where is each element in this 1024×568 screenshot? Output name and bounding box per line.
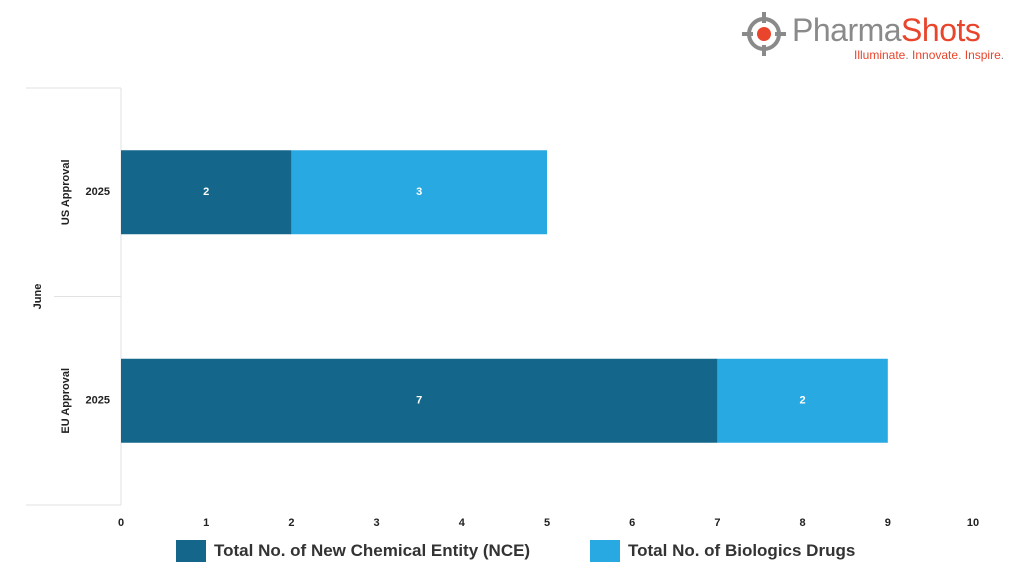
bar-nce [121, 150, 292, 235]
legend-swatch-biologics [590, 540, 620, 562]
x-tick-label: 4 [459, 517, 466, 529]
category-label: US Approval [60, 159, 72, 225]
bar-data-label: 2 [800, 395, 806, 407]
legend-label-biologics: Total No. of Biologics Drugs [628, 541, 856, 560]
logo-tagline: Illuminate. Innovate. Inspire. [854, 48, 1005, 62]
bar-data-label: 3 [416, 186, 422, 198]
legend-item-biologics: Total No. of Biologics Drugs [590, 537, 855, 565]
x-tick-label: 1 [203, 517, 209, 529]
x-tick-label: 5 [544, 517, 550, 529]
bar-data-label: 7 [416, 395, 422, 407]
bar-biologics [717, 358, 888, 443]
x-tick-label: 8 [800, 517, 806, 529]
tagline-innovate: Innovate [912, 48, 959, 62]
x-tick-label: 2 [288, 517, 294, 529]
category-label: EU Approval [60, 368, 72, 434]
bar-nce [121, 358, 718, 443]
pharmashots-logo: PharmaShots Illuminate. Innovate. Inspir… [742, 10, 1004, 66]
legend-label-nce: Total No. of New Chemical Entity (NCE) [214, 541, 531, 560]
bar-biologics [291, 150, 547, 235]
x-tick-label: 0 [118, 517, 124, 529]
logo-wordmark-part1: Pharma [792, 12, 902, 48]
x-tick-label: 9 [885, 517, 891, 529]
x-tick-label: 6 [629, 517, 635, 529]
x-tick-label: 3 [374, 517, 380, 529]
crosshair-icon [742, 12, 786, 56]
logo-wordmark-part2: Shots [901, 12, 981, 48]
group-label: June [32, 284, 44, 310]
chart-bars [121, 150, 888, 443]
tagline-illuminate: Illuminate [854, 48, 906, 62]
bar-data-label: 2 [203, 186, 209, 198]
category-year-label: 2025 [86, 186, 110, 198]
tagline-inspire: Inspire [964, 48, 1001, 62]
chart-labels: 0 1 2 3 4 5 6 7 8 9 10 June US Approval 2025 EU Approv… [32, 159, 979, 529]
chart-legend: Total No. of New Chemical Entity (NCE) T… [0, 537, 1024, 567]
category-year-label: 2025 [86, 395, 110, 407]
legend-item-nce: Total No. of New Chemical Entity (NCE) [176, 537, 530, 565]
x-tick-label: 10 [967, 517, 979, 529]
legend-swatch-nce [176, 540, 206, 562]
x-tick-label: 7 [714, 517, 720, 529]
logo-wordmark: PharmaShots [792, 12, 981, 48]
